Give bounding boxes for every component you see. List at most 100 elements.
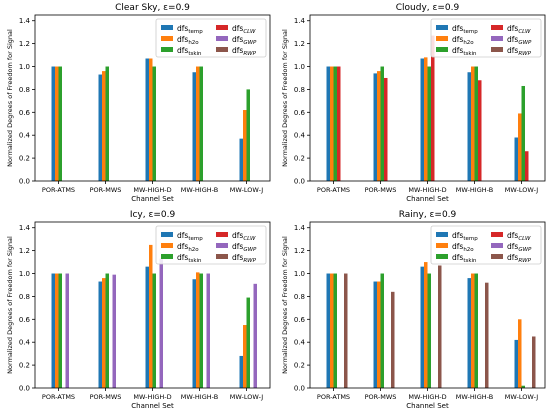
legend-swatch (491, 232, 503, 237)
legend-label-base: dfs (232, 35, 243, 44)
y-tick-label: 1.0 (19, 63, 30, 71)
legend-label-base: dfs (177, 35, 188, 44)
legend-label-sub: tskin (463, 51, 477, 57)
bar (518, 113, 522, 181)
bar (478, 80, 482, 181)
legend-label: dfsRWP (232, 253, 257, 264)
bar (467, 278, 471, 388)
legend-label-base: dfs (452, 242, 463, 251)
legend-label-base: dfs (452, 46, 463, 55)
y-tick-label: 1.4 (19, 224, 31, 232)
legend-label-sub: temp (463, 236, 478, 242)
bar (239, 138, 243, 181)
bar (239, 355, 243, 388)
legend-label-base: dfs (452, 253, 463, 262)
bar (145, 58, 149, 181)
legend-label-sub: temp (463, 29, 478, 35)
legend-label-base: dfs (232, 231, 243, 240)
y-tick-label: 1.2 (294, 247, 305, 255)
legend-swatch (491, 25, 503, 30)
y-tick-label: 1.0 (294, 63, 305, 71)
y-tick-label: 0.8 (294, 86, 305, 94)
bar (65, 273, 69, 388)
bar (98, 74, 102, 181)
x-axis-label: Channel Set (406, 402, 449, 409)
bar (105, 273, 109, 388)
y-tick-label: 1.4 (19, 17, 31, 25)
y-tick-label: 0.6 (19, 109, 31, 117)
subplot-3: 0.0 0.2 0.4 0.6 0.8 1.0 1.2 1.4 POR-ATMS POR-MWS M… (6, 210, 271, 409)
bar (326, 273, 330, 388)
legend-label-sub: temp (188, 236, 203, 242)
legend-label-sub: tskin (188, 51, 202, 57)
bar (159, 258, 163, 388)
legend-swatch (436, 36, 448, 41)
legend-label: dfsh2o (177, 35, 199, 46)
legend-label-base: dfs (452, 231, 463, 240)
y-tick-label: 1.2 (19, 247, 30, 255)
legend-label-base: dfs (177, 46, 188, 55)
x-tick-label: MW-HIGH-B (456, 393, 493, 401)
x-tick-label: MW-LOW-J (230, 393, 263, 401)
legend-swatch (491, 254, 503, 259)
legend-label: dfstskin (177, 46, 202, 57)
legend-swatch (491, 243, 503, 248)
bar (514, 339, 518, 388)
legend-label-sub: GWP (243, 40, 257, 46)
y-tick-label: 0.4 (294, 339, 306, 347)
legend-label: dfsGWP (507, 242, 532, 253)
x-tick-label: POR-ATMS (317, 186, 350, 194)
legend-label: dfsCLW (507, 231, 531, 242)
legend-label-base: dfs (177, 242, 188, 251)
x-tick-label: MW-HIGH-B (181, 393, 218, 401)
bar (330, 273, 334, 388)
legend-label: dfsCLW (232, 231, 256, 242)
bar (333, 66, 337, 181)
subplot-2: 0.0 0.2 0.4 0.6 0.8 1.0 1.2 1.4 POR-ATMS POR-MWS M… (281, 3, 546, 203)
bar (246, 297, 250, 388)
bar (196, 272, 200, 388)
legend-label-sub: RWP (518, 258, 531, 264)
legend-swatch (161, 232, 173, 237)
y-tick-label: 0.0 (294, 385, 305, 393)
y-tick-label: 0.6 (294, 109, 306, 117)
bar (243, 325, 247, 388)
legend-label-sub: h2o (463, 247, 474, 253)
x-tick-label: MW-HIGH-D (408, 393, 446, 401)
bar (471, 273, 475, 388)
legend-label-base: dfs (232, 253, 243, 262)
legend-frame (155, 18, 267, 58)
y-tick-label: 1.4 (294, 17, 306, 25)
bar (471, 66, 475, 181)
bar (377, 281, 381, 388)
legend-label-sub: CLW (243, 29, 256, 35)
legend-label: dfsCLW (232, 24, 256, 35)
legend-frame (155, 225, 267, 265)
x-tick-label: POR-ATMS (42, 186, 75, 194)
legend-label-sub: tskin (188, 258, 202, 264)
legend-swatch (161, 47, 173, 52)
bar (112, 274, 116, 388)
legend-frame (430, 18, 542, 58)
x-tick-label: POR-ATMS (317, 393, 350, 401)
x-tick-label: MW-LOW-J (230, 186, 263, 194)
legend-label: dfsGWP (507, 35, 532, 46)
bar (192, 279, 196, 388)
y-tick-label: 1.0 (19, 270, 30, 278)
x-tick-label: POR-MWS (365, 393, 397, 401)
x-tick-label: MW-LOW-J (505, 186, 538, 194)
legend-label-base: dfs (177, 253, 188, 262)
legend-label-base: dfs (232, 46, 243, 55)
subplot-title: Icy, ε=0.9 (130, 210, 176, 220)
legend-label: dfstskin (452, 253, 477, 264)
legend-label: dfstemp (177, 231, 203, 242)
bar (105, 66, 109, 181)
bar (337, 66, 341, 181)
subplot-1: 0.0 0.2 0.4 0.6 0.8 1.0 1.2 1.4 POR-ATMS POR-MWS M… (6, 3, 271, 203)
legend-label: dfsGWP (232, 35, 257, 46)
legend-swatch (161, 254, 173, 259)
bar (514, 137, 518, 181)
legend-label-base: dfs (177, 24, 188, 33)
